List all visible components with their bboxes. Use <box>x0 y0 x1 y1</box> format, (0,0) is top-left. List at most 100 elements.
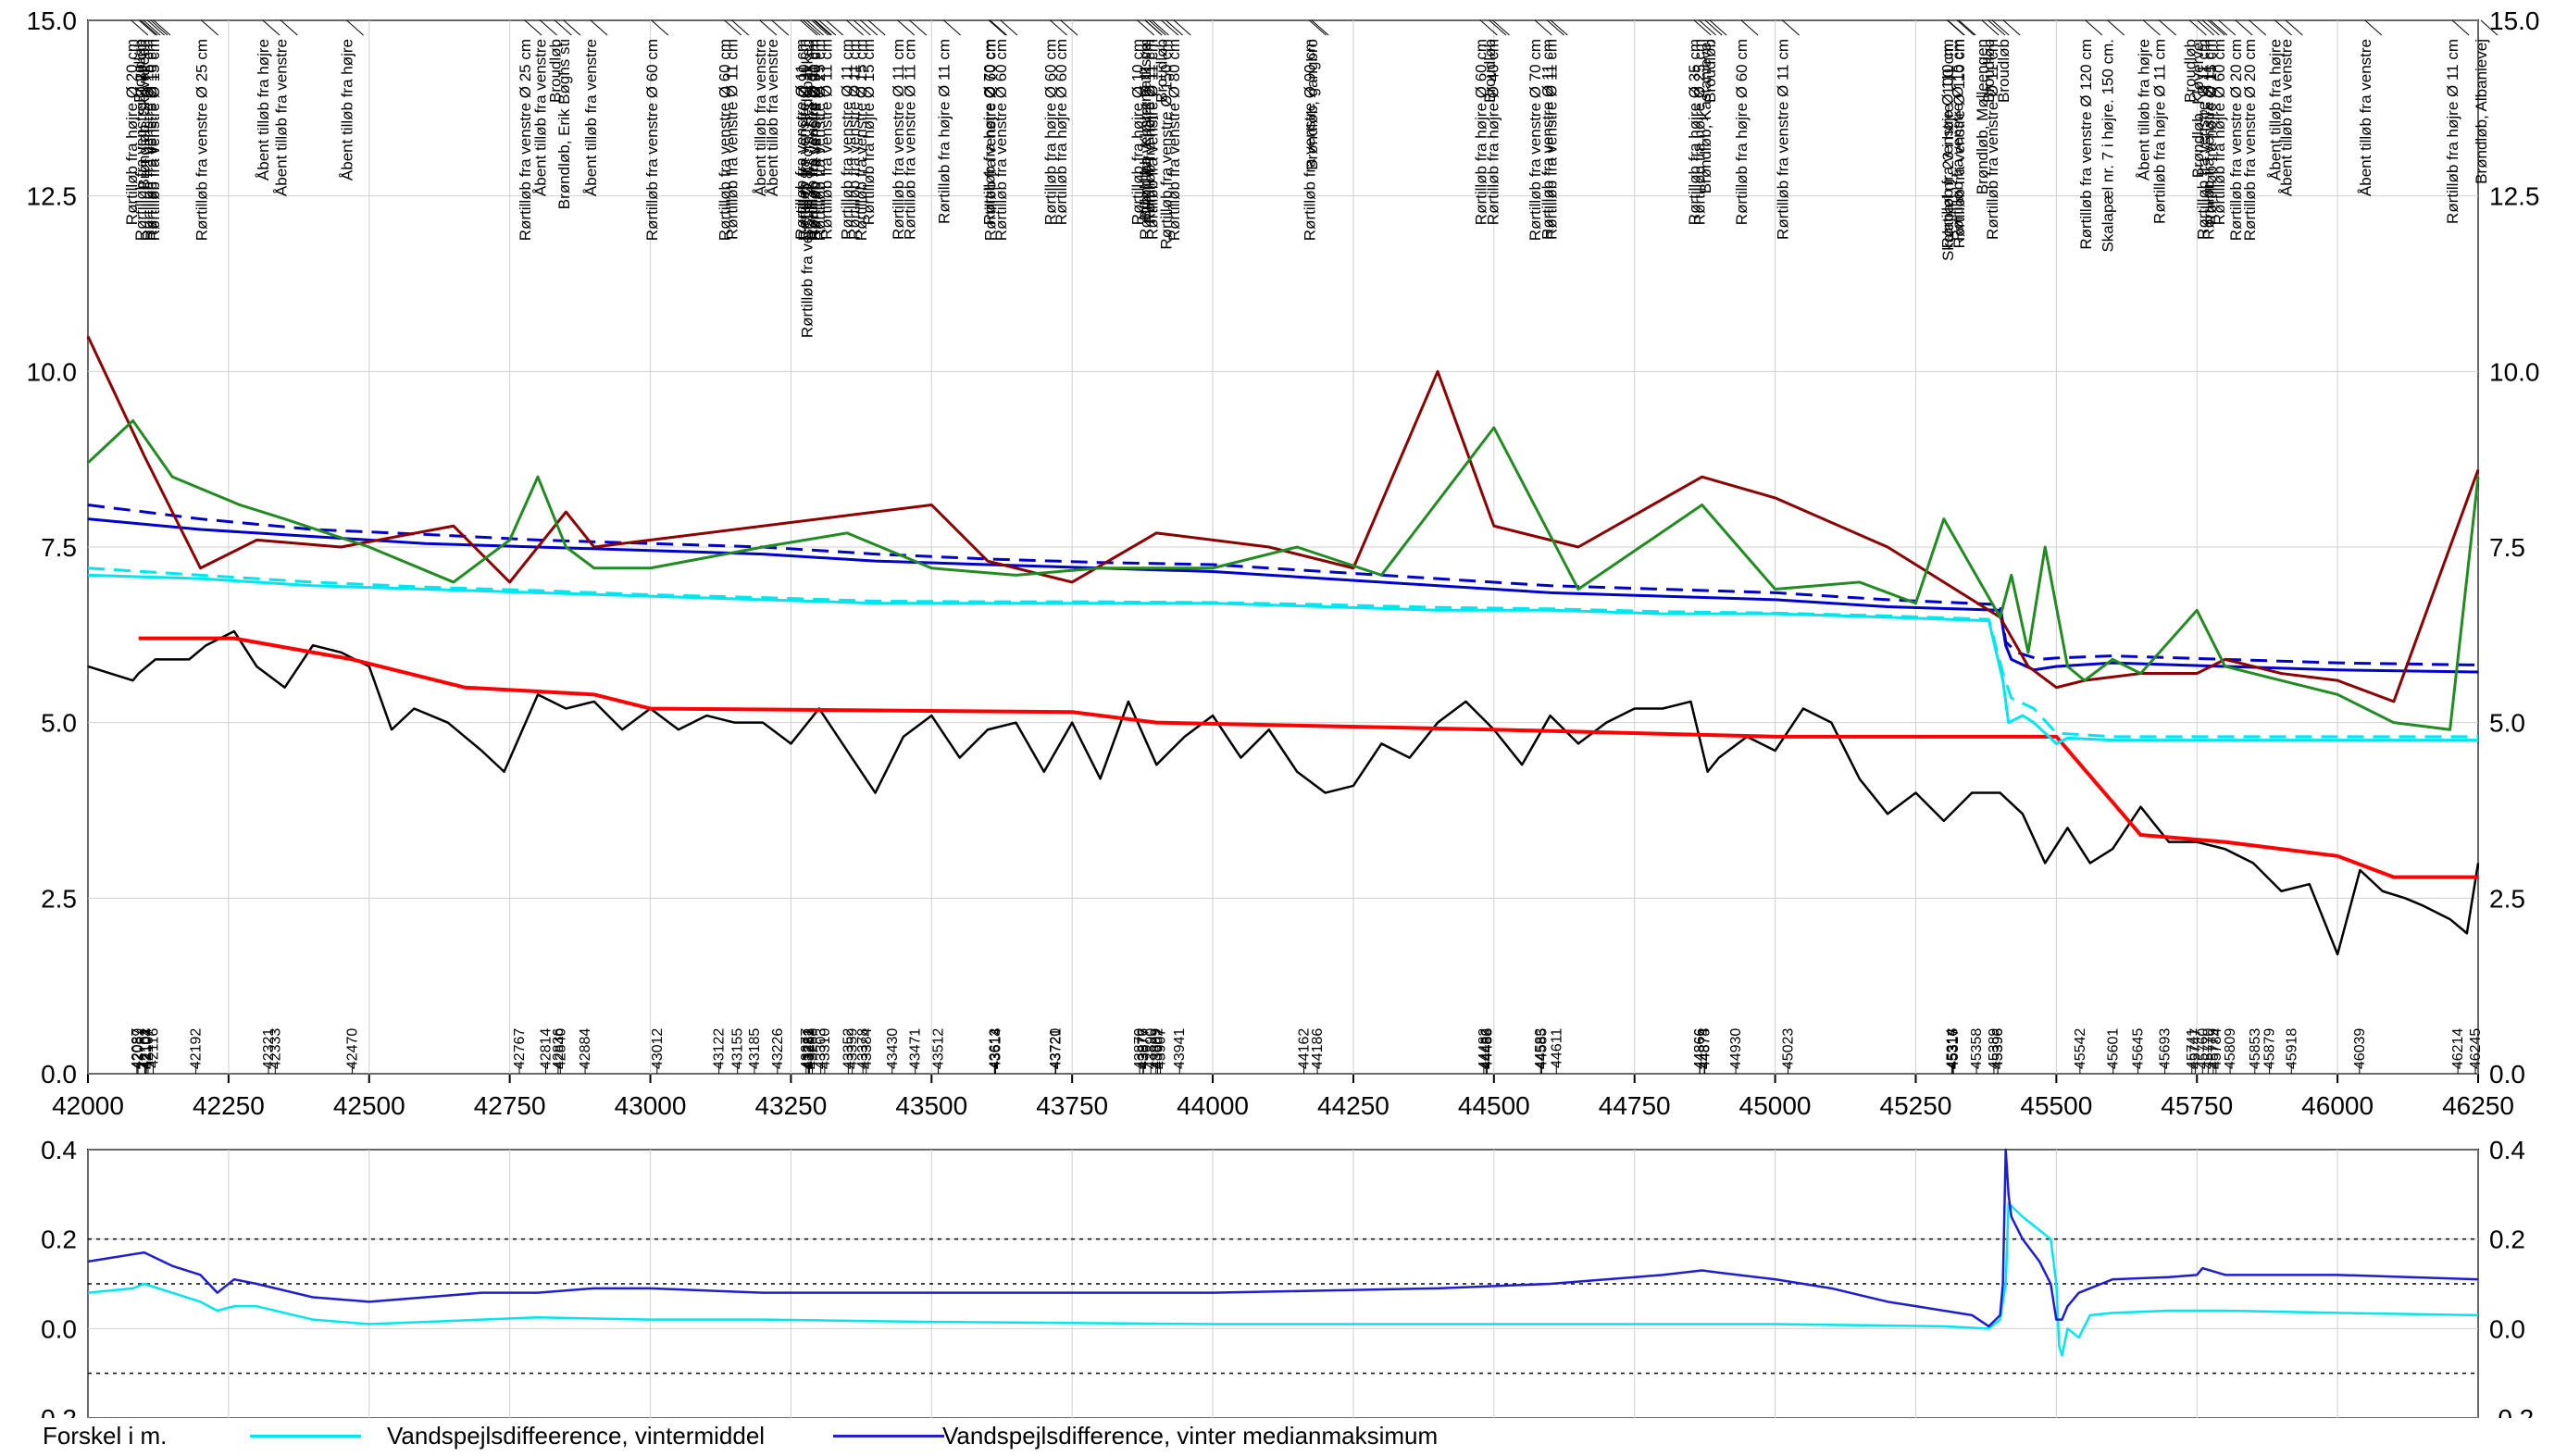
x-tick-label: 43500 <box>895 1091 967 1120</box>
station-label: 45396 <box>1990 1028 2006 1070</box>
legend-label-medianmaksimum: Vandspejlsdifference, vinter medianmaksi… <box>942 1422 1439 1450</box>
station-label: 42089 <box>131 1028 146 1070</box>
station-label: 46214 <box>2450 1028 2466 1070</box>
legend-swatch-medianmaksimum <box>833 1435 944 1437</box>
annotation-leader <box>2218 19 2237 36</box>
station-label: 43122 <box>712 1028 728 1070</box>
station-label: 43614 <box>989 1028 1004 1070</box>
annotation-label: Rørtilløb fra højre Ø 40 cm <box>1485 39 1502 225</box>
diff-y-tick-label-left: 0.4 <box>41 1136 77 1164</box>
station-label: 43185 <box>747 1028 763 1070</box>
annotation-label: Rørtilløb fra venstre Ø 15 cm <box>145 39 163 241</box>
annotation-label: Brøndløb, Kløvervej <box>2189 39 2207 178</box>
annotation-leader <box>2480 19 2498 36</box>
station-label: 45809 <box>2223 1028 2238 1070</box>
annotation-label: Broudløb <box>1701 39 1719 103</box>
annotation-label: Åbent tilløb fra venstre <box>582 39 600 196</box>
annotation-label: Brøndløb, gangbro <box>1303 39 1321 170</box>
annotation-label: Broudløb <box>1995 39 2012 103</box>
annotation-leader <box>2085 19 2103 36</box>
station-label: 42333 <box>268 1028 283 1070</box>
annotation-leader <box>2235 19 2253 36</box>
station-label: 44186 <box>1310 1028 1326 1070</box>
annotation-label: Rørtilløb fra venstre Ø 11 cm <box>1144 39 1162 240</box>
x-tick-label: 44750 <box>1599 1091 1671 1120</box>
y-tick-label-left: 10.0 <box>27 357 78 386</box>
station-label: 43012 <box>650 1028 666 1070</box>
x-tick-label: 46000 <box>2301 1091 2374 1120</box>
annotation-leader <box>1311 19 1329 36</box>
annotation-leader <box>1309 19 1327 36</box>
annotation-label: Rørtilløb fra højre Ø 70 cm <box>980 39 998 225</box>
annotation-label: Rørtilløb fra venstre Ø 11 cm <box>2199 39 2217 240</box>
annotation-leader <box>2451 19 2470 36</box>
annotation-label: Rørtilløb fra venstre Ø 15 cm <box>1949 39 1966 241</box>
annotation-leader <box>803 19 821 36</box>
annotation-label: Rørtilløb fra højre Ø 25 cm <box>1691 39 1709 225</box>
annotation-label: Rørtilløb fra venstre Ø 11 cm <box>839 39 856 240</box>
annotation-leader <box>651 19 669 36</box>
annotation-leader <box>1173 19 1191 36</box>
annotation-leader <box>2249 19 2267 36</box>
annotation-label: Rørtilløb fra venstre Ø 11 cm <box>1775 39 1792 240</box>
annotation-leader <box>262 19 280 36</box>
station-label: 43277 <box>799 1028 815 1070</box>
y-tick-label-left: 7.5 <box>41 533 77 562</box>
annotation-leader <box>131 19 149 36</box>
station-label: 42102 <box>138 1028 154 1070</box>
station-label: 42836 <box>551 1028 567 1070</box>
series-green <box>86 418 2480 731</box>
x-tick-label: 45000 <box>1739 1091 1812 1120</box>
annotation-leader <box>1693 19 1712 36</box>
x-tick-label: 42250 <box>193 1091 265 1120</box>
annotation-label: Rørtilløb fra højre Ø 11 cm <box>2444 39 2461 224</box>
diff-y-tick-label-left: 0.2 <box>41 1226 77 1254</box>
annotation-label: Rørtilløb fra venstre Ø 70 cm <box>1526 39 1544 241</box>
annotation-leader <box>815 19 832 36</box>
station-label: 43282 <box>802 1028 817 1070</box>
station-label: 43721 <box>1049 1028 1065 1070</box>
annotation-label: Broudløb <box>1481 39 1499 103</box>
annotation-leader <box>563 19 581 36</box>
annotation-label: Rørtilløb fra venstre Ø 11 cm <box>818 39 836 240</box>
x-tick-label: 43000 <box>615 1091 687 1120</box>
annotation-label: Rørtilløb fra venstre Ø 25 cm <box>811 39 829 241</box>
annotation-leader <box>150 19 168 36</box>
station-label: 43612 <box>987 1028 1003 1070</box>
station-label: 45760 <box>2195 1028 2211 1070</box>
annotation-leader <box>1547 19 1564 36</box>
x-tick-label: 42000 <box>52 1091 124 1120</box>
annotation-leader <box>201 19 218 36</box>
station-label: 44486 <box>1478 1028 1494 1070</box>
y-tick-label-right: 5.0 <box>2489 709 2525 738</box>
annotation-leader <box>867 19 886 36</box>
station-label: 43288 <box>804 1028 820 1070</box>
station-label: 43941 <box>1172 1028 1188 1070</box>
annotation-label: Brøndløb, Albanievej <box>2473 39 2490 184</box>
annotation-label: Rørtilløb fra venstre Ø 60 cm <box>717 39 734 241</box>
y-tick-label-left: 2.5 <box>41 884 77 913</box>
station-label: 44482 <box>1477 1028 1492 1070</box>
annotation-label: Rørtilløb fra højre Ø 11 cm <box>2151 39 2169 224</box>
annotation-label: Rørtilløb fra venstre Ø 11 cm <box>2194 39 2212 240</box>
annotation-label: Broudløb <box>546 39 564 103</box>
series-blue-dash <box>87 503 2479 666</box>
annotation-leader <box>2189 19 2207 36</box>
annotation-label: Rørtilløb fra højre Ø 60 cm <box>1053 39 1070 225</box>
annotation-leader <box>590 19 608 36</box>
station-label: 42101 <box>137 1028 153 1070</box>
annotation-leader <box>346 19 364 36</box>
annotation-label: Åbent tilløb fra venstre <box>764 39 781 196</box>
y-tick-label-left: 12.5 <box>27 182 78 211</box>
annotation-leader <box>2197 19 2215 36</box>
legend-swatch-vintermiddel <box>250 1435 361 1437</box>
station-label: 44488 <box>1480 1028 1496 1070</box>
station-label: 45770 <box>2200 1028 2216 1070</box>
y-tick-label-right: 2.5 <box>2489 884 2525 913</box>
station-label: 43378 <box>855 1028 871 1070</box>
station-label: 45023 <box>1781 1028 1797 1070</box>
annotation-label: Rørtilløb fra venstre Ø 80 cm <box>1165 39 1183 241</box>
y-tick-label-left: 5.0 <box>41 709 77 738</box>
annotation-leader <box>989 19 1006 36</box>
annotation-leader <box>1144 19 1163 36</box>
